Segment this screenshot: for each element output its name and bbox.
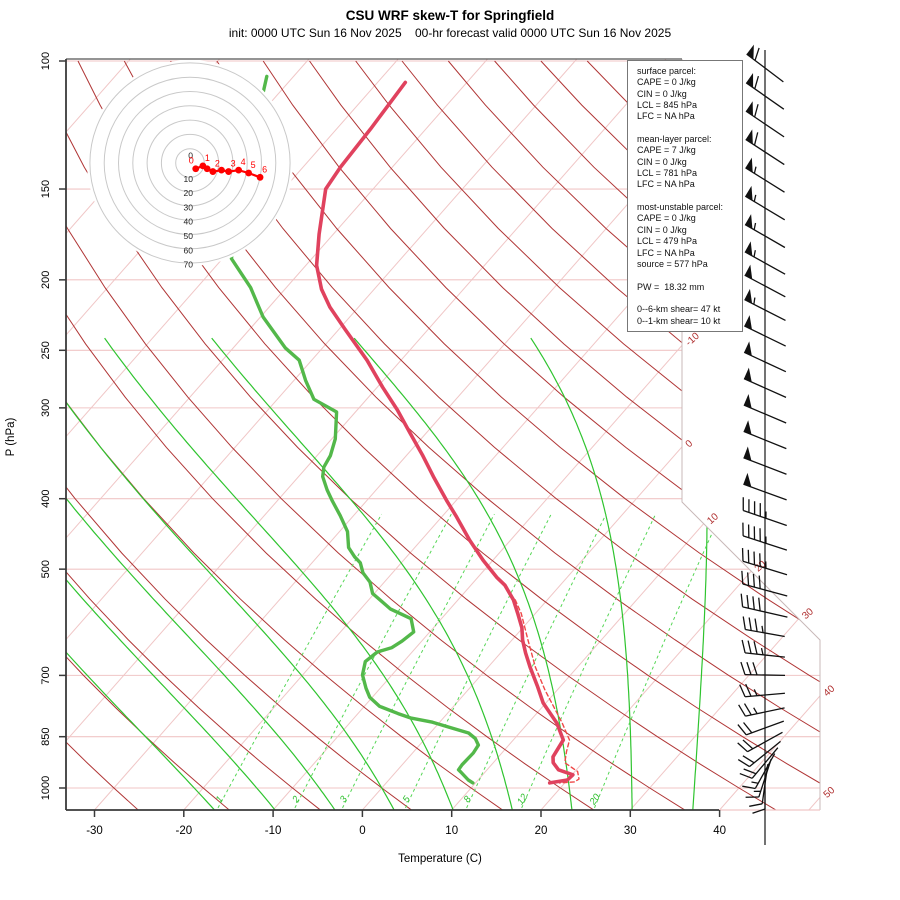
wind-barbs — [737, 44, 788, 845]
svg-text:40: 40 — [713, 825, 726, 837]
svg-text:0: 0 — [188, 151, 193, 161]
svg-text:40: 40 — [184, 217, 194, 227]
svg-text:200: 200 — [40, 271, 52, 289]
svg-text:30: 30 — [624, 825, 637, 837]
svg-text:-20: -20 — [175, 825, 192, 837]
dewpoint-curve — [229, 74, 481, 785]
svg-text:100: 100 — [40, 52, 52, 70]
svg-text:40: 40 — [822, 683, 838, 699]
svg-text:1000: 1000 — [40, 776, 52, 800]
svg-text:30: 30 — [800, 606, 816, 622]
svg-text:10: 10 — [184, 174, 194, 184]
svg-text:500: 500 — [40, 560, 52, 578]
y-axis-title: P (hPa) — [5, 417, 17, 456]
svg-text:0: 0 — [359, 825, 365, 837]
svg-text:850: 850 — [40, 728, 52, 746]
svg-text:70: 70 — [184, 260, 194, 270]
svg-text:5: 5 — [401, 794, 413, 805]
svg-text:3: 3 — [231, 159, 236, 169]
svg-text:150: 150 — [40, 180, 52, 198]
svg-text:4: 4 — [241, 157, 246, 167]
hodograph-inset: 0 10 20 30 40 50 60 70 0 12 3 4 5 6 — [87, 60, 293, 270]
svg-text:-10: -10 — [684, 330, 702, 348]
parcel-info-box: surface parcel: CAPE = 0 J/kg CIN = 0 J/… — [627, 60, 743, 332]
svg-text:0: 0 — [189, 156, 194, 166]
svg-text:700: 700 — [40, 666, 52, 684]
svg-text:10: 10 — [445, 825, 458, 837]
svg-text:12: 12 — [515, 792, 530, 808]
svg-text:20: 20 — [587, 792, 603, 808]
svg-text:6: 6 — [262, 164, 267, 174]
svg-text:2: 2 — [215, 159, 220, 169]
svg-text:5: 5 — [251, 160, 256, 170]
svg-text:20: 20 — [184, 188, 194, 198]
svg-text:60: 60 — [184, 245, 194, 255]
svg-text:50: 50 — [822, 785, 838, 801]
svg-text:8: 8 — [462, 794, 474, 805]
svg-text:300: 300 — [40, 399, 52, 417]
temperature-curve — [314, 80, 575, 785]
svg-text:400: 400 — [40, 490, 52, 508]
page-title: CSU WRF skew-T for Springfield — [345, 8, 555, 23]
x-axis-title: Temperature (C) — [398, 853, 482, 865]
svg-text:0: 0 — [684, 438, 696, 450]
svg-text:10: 10 — [705, 511, 721, 527]
svg-text:-30: -30 — [86, 825, 103, 837]
svg-text:20: 20 — [535, 825, 548, 837]
svg-text:250: 250 — [40, 341, 52, 359]
page-subtitle: init: 0000 UTC Sun 16 Nov 2025 00-hr for… — [228, 26, 672, 40]
svg-text:50: 50 — [184, 231, 194, 241]
svg-text:-10: -10 — [265, 825, 282, 837]
svg-text:1: 1 — [205, 153, 210, 163]
svg-text:30: 30 — [184, 202, 194, 212]
svg-text:3: 3 — [338, 794, 350, 805]
svg-text:1: 1 — [214, 794, 226, 805]
parcel-curve — [514, 599, 580, 784]
